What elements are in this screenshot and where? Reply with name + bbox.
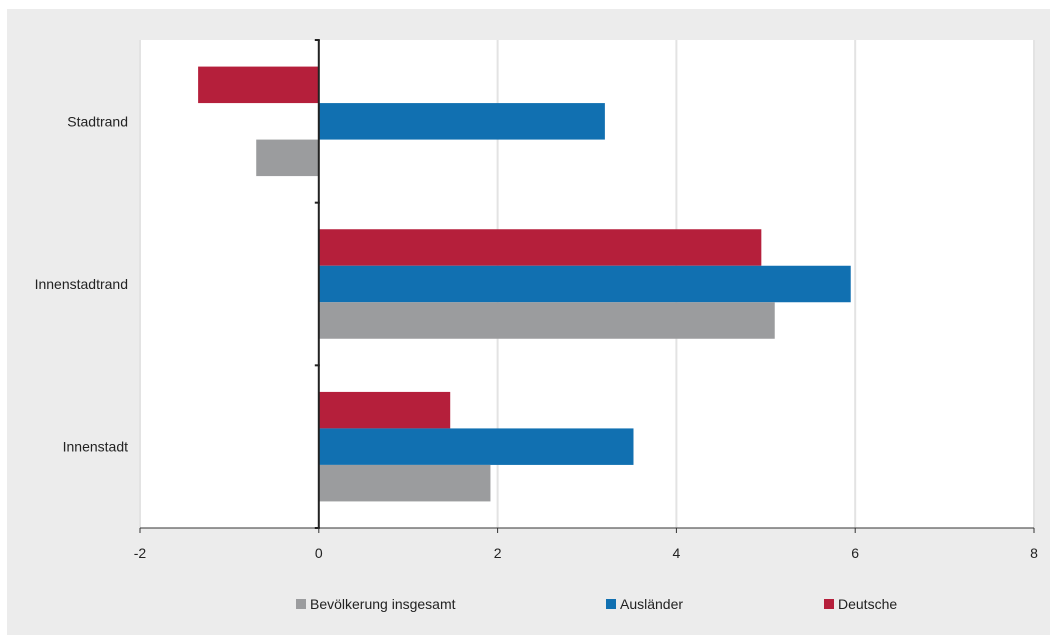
bar-deutsche-stadtrand [198, 66, 319, 104]
legend-swatch [606, 599, 616, 609]
bar-bev-lkerung-insgesamt-innenstadtrand [318, 302, 775, 339]
bar-deutsche-innenstadt [318, 391, 451, 429]
x-tick-label: 4 [673, 545, 681, 561]
legend-item: Deutsche [824, 596, 897, 612]
legend-item: Ausländer [606, 596, 683, 612]
category-labels: Stadtrand Innenstadtrand Innenstadt [35, 113, 129, 454]
legend-swatch [824, 599, 834, 609]
legend-item: Bevölkerung insgesamt [296, 596, 456, 612]
bar-ausl-nder-stadtrand [318, 103, 605, 140]
x-tick-labels: -2 0 2 4 6 8 [134, 545, 1038, 561]
x-tick-label: 0 [315, 545, 323, 561]
category-label: Stadtrand [67, 113, 128, 129]
bars [198, 66, 851, 502]
category-label: Innenstadtrand [35, 276, 128, 292]
category-label: Innenstadt [63, 439, 128, 455]
legend-label: Deutsche [838, 596, 898, 612]
legend-label: Ausländer [620, 596, 684, 612]
x-tick-label: 8 [1030, 545, 1038, 561]
legend-swatch [296, 599, 306, 609]
x-tick-label: 2 [494, 545, 502, 561]
legend-label: Bevölkerung insgesamt [310, 596, 456, 612]
axes [139, 39, 1035, 533]
bar-deutsche-innenstadtrand [318, 229, 762, 266]
bar-ausl-nder-innenstadtrand [318, 265, 851, 303]
x-tick-label: -2 [134, 545, 147, 561]
bar-bev-lkerung-insgesamt-innenstadt [318, 464, 491, 502]
x-tick-label: 6 [851, 545, 859, 561]
bar-ausl-nder-innenstadt [318, 428, 634, 465]
legend: Bevölkerung insgesamt Ausländer Deutsche [0, 596, 1053, 618]
bar-bev-lkerung-insgesamt-stadtrand [256, 139, 319, 177]
